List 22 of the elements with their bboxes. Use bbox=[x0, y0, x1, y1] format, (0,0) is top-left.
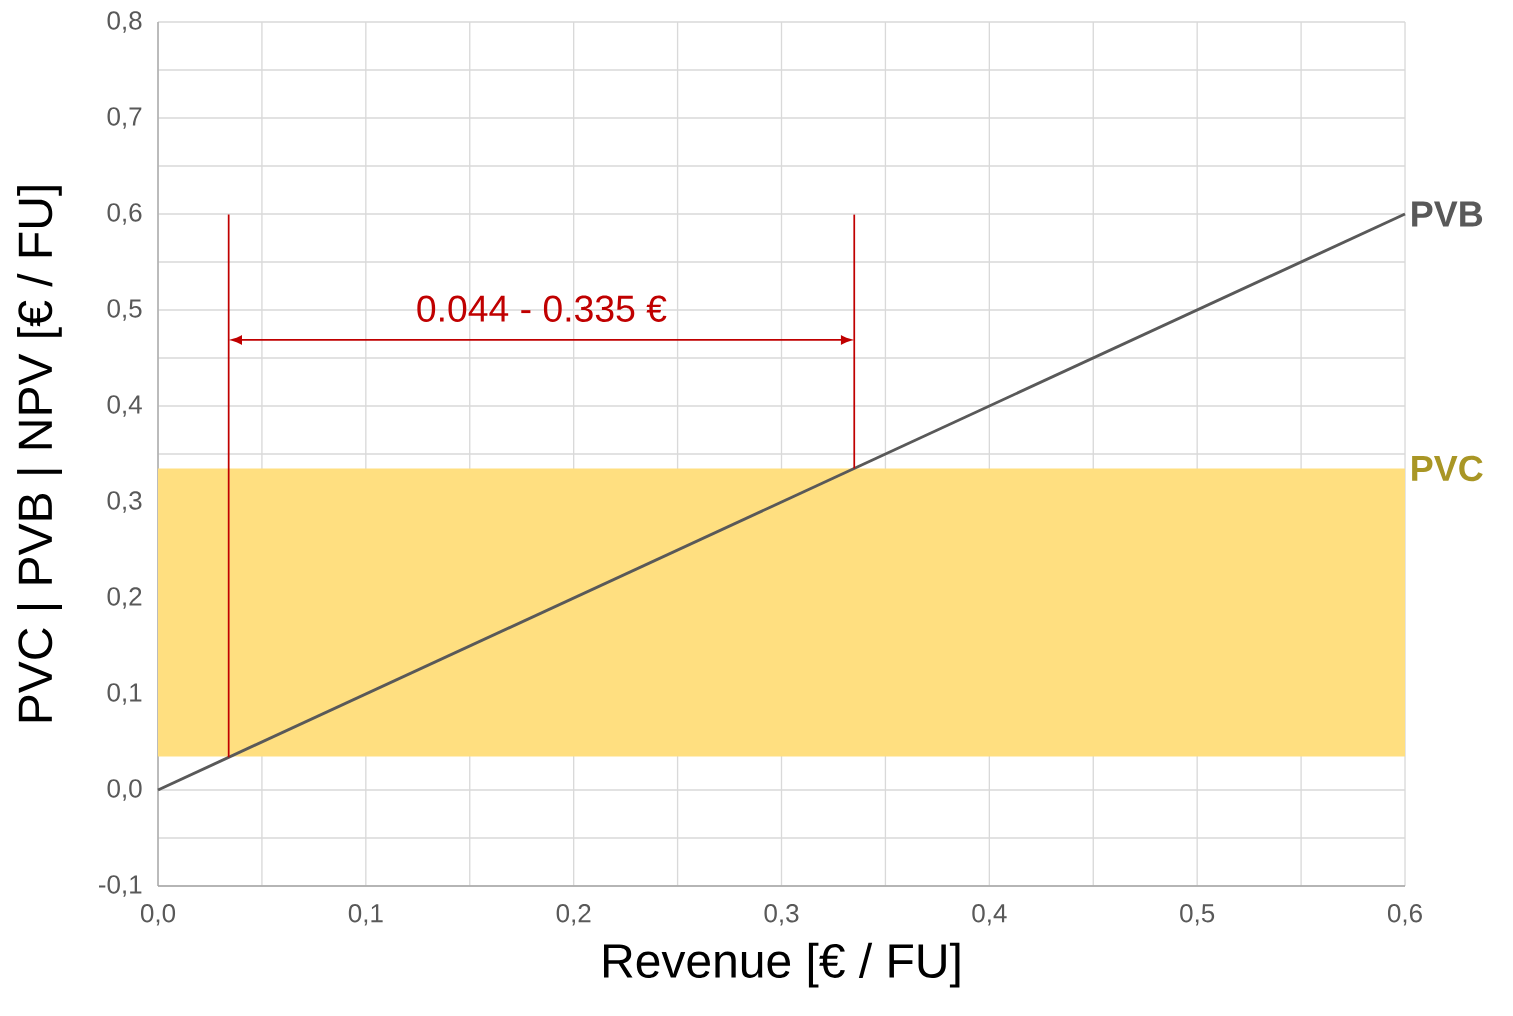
x-tick-label: 0,5 bbox=[1180, 904, 1215, 926]
y-tick-label: -0,1 bbox=[98, 875, 142, 897]
y-tick-label: 0,7 bbox=[107, 107, 142, 129]
y-tick-label: 0,3 bbox=[107, 491, 142, 513]
x-tick-label: 0,1 bbox=[348, 904, 383, 926]
series-label: PVB bbox=[1412, 201, 1483, 227]
x-tick-label: 0,6 bbox=[1387, 904, 1422, 926]
x-tick-label: 0,0 bbox=[140, 904, 176, 926]
y-tick-label: 0,4 bbox=[107, 395, 142, 417]
x-axis-title: Revenue [€ / FU] bbox=[604, 942, 960, 988]
y-axis-title: PVC | PVB | NPV [€ / FU] bbox=[17, 186, 62, 722]
y-tick-label: 0,1 bbox=[107, 683, 142, 705]
y-tick-label: 0,6 bbox=[107, 203, 142, 225]
y-tick-label: 0,5 bbox=[107, 299, 142, 321]
x-tick-label: 0,3 bbox=[764, 904, 799, 926]
y-tick-label: 0,8 bbox=[107, 11, 142, 33]
x-tick-label: 0,4 bbox=[972, 904, 1007, 926]
y-tick-label: 0,2 bbox=[107, 587, 142, 609]
band-label: PVC bbox=[1412, 455, 1483, 482]
annotation: 0.044 - 0.335 € bbox=[417, 295, 667, 322]
y-tick-label: 0,0 bbox=[107, 779, 142, 801]
x-tick-label: 0,2 bbox=[556, 904, 591, 926]
